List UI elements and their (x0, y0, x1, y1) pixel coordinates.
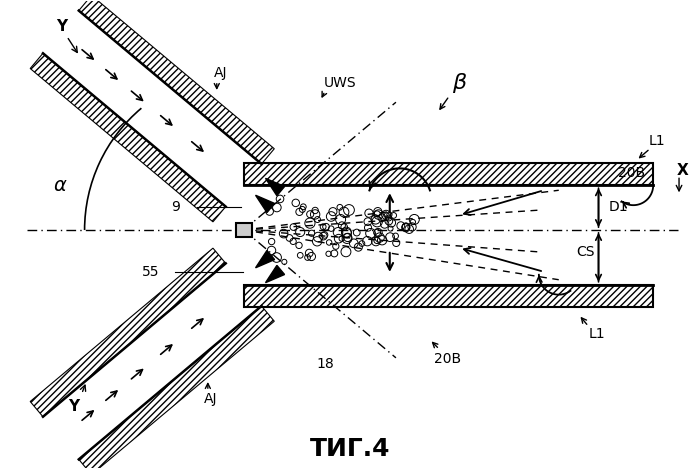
Polygon shape (266, 178, 284, 196)
Text: AJ: AJ (204, 392, 217, 406)
Polygon shape (266, 265, 284, 283)
Text: 55: 55 (143, 265, 160, 279)
Text: 20B: 20B (435, 352, 461, 366)
Text: 9: 9 (171, 200, 180, 214)
Polygon shape (30, 248, 226, 417)
Text: ΤИГ.4: ΤИГ.4 (310, 437, 390, 461)
Text: L1: L1 (648, 134, 665, 148)
Polygon shape (79, 306, 274, 469)
Polygon shape (43, 264, 261, 459)
Polygon shape (256, 250, 275, 268)
Text: L1: L1 (589, 327, 605, 341)
Bar (236, 223, 252, 237)
Text: 18: 18 (316, 357, 334, 371)
Text: CS: CS (577, 245, 595, 259)
Polygon shape (244, 163, 653, 185)
Text: AJ: AJ (214, 66, 227, 80)
Text: X: X (677, 163, 689, 178)
Polygon shape (256, 195, 275, 212)
Text: Y: Y (56, 19, 67, 34)
Polygon shape (30, 53, 226, 222)
Polygon shape (79, 0, 274, 164)
Polygon shape (43, 11, 261, 207)
Text: UWS: UWS (324, 76, 356, 90)
Text: D1: D1 (608, 200, 628, 214)
Polygon shape (244, 285, 653, 307)
Polygon shape (244, 185, 653, 285)
Text: Y: Y (68, 400, 79, 415)
Text: β: β (452, 73, 466, 93)
Text: 20B: 20B (619, 166, 645, 181)
Text: α: α (53, 176, 66, 195)
